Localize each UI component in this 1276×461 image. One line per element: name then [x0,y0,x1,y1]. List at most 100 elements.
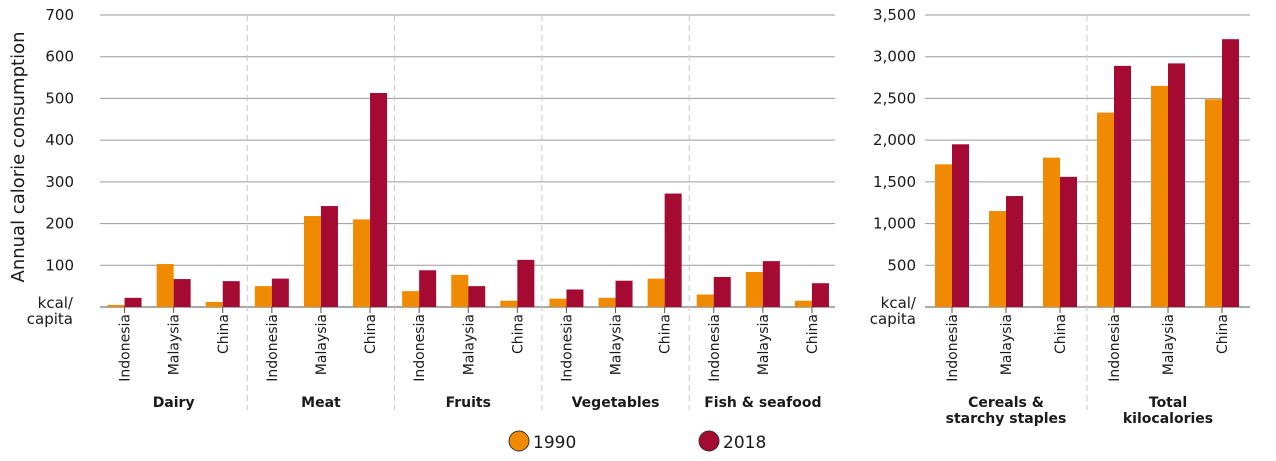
group-label: Cereals & [968,395,1044,411]
y-tick-label: 2,000 [873,131,916,149]
y-tick-label: 500 [887,256,916,274]
group-label: Vegetables [572,395,660,411]
bar-2018 [1222,39,1239,308]
bar-2018 [713,276,731,307]
group-label: Meat [301,395,341,411]
bar-1990 [402,291,420,307]
bar-2018 [1114,65,1131,308]
category-label: Malaysia [167,314,183,375]
bar-2018 [271,278,289,307]
y-tick-label: 100 [45,256,74,274]
bar-1990 [935,164,952,307]
bar-2018 [419,270,437,307]
category-label: Malaysia [756,314,772,375]
bar-1990 [353,219,371,307]
category-label: China [1215,314,1231,354]
bars [107,39,1239,308]
category-label: Indonesia [412,314,428,382]
group-label: Dairy [153,395,195,411]
bar-2018 [1060,176,1077,307]
bar-1990 [696,294,714,307]
legend: 1990 2018 [508,430,766,453]
category-label: China [805,314,821,354]
bar-2018 [566,289,584,307]
y-tick-label: 3,000 [873,48,916,66]
category-label: Indonesia [118,314,134,382]
bar-1990 [794,300,812,307]
y-axis-title: Annual calorie consumption [8,32,29,283]
bar-1990 [107,304,125,307]
bar-2018 [320,206,338,307]
category-label: Malaysia [461,314,477,375]
y-tick-label: 1,500 [873,173,916,191]
y-tick-label: 600 [45,48,74,66]
category-label: China [510,314,526,354]
y-tick-label: 1,000 [873,215,916,233]
bar-2018 [517,259,535,307]
y-tick-label: 3,500 [873,6,916,24]
bar-2018 [664,193,682,307]
bar-2018 [468,286,486,307]
bar-2018 [124,297,142,307]
group-label: kilocalories [1123,411,1213,427]
y-tick-label: 300 [45,173,74,191]
category-label: Indonesia [1107,314,1123,382]
y-tick-label: 200 [45,215,74,233]
bar-1990 [647,278,665,307]
bar-1990 [156,264,174,307]
unit-label: kcal/ [881,294,917,312]
category-label: China [216,314,232,354]
category-label: Indonesia [945,314,961,382]
legend-swatch-1990 [508,430,530,452]
unit-label: capita [870,310,916,328]
bar-1990 [1097,112,1114,308]
y-tick-label: 500 [45,89,74,107]
bar-1990 [254,286,272,307]
bar-2018 [615,280,633,307]
group-label: Fruits [446,395,491,411]
chart-text: 100 200 300 400 500 600 700 kcal/capita Indonesi… [27,6,1231,427]
bar-1990 [989,211,1006,307]
legend-label-1990: 1990 [533,433,576,453]
bar-1990 [451,274,469,307]
bar-1990 [1205,99,1222,308]
category-label: Indonesia [707,314,723,382]
gridlines [100,14,1250,410]
bar-2018 [222,281,240,307]
category-label: Malaysia [314,314,330,375]
bar-2018 [1006,196,1023,307]
bar-2018 [762,261,780,307]
bar-1990 [549,298,567,307]
category-label: China [1053,314,1069,354]
bar-1990 [598,297,616,307]
group-label: Fish & seafood [704,395,821,411]
category-label: Malaysia [609,314,625,375]
unit-label: kcal/ [38,294,74,312]
category-label: Indonesia [559,314,575,382]
bar-2018 [952,144,969,307]
bar-2018 [370,93,388,308]
category-label: China [658,314,674,354]
bar-1990 [1043,157,1060,307]
category-label: Indonesia [265,314,281,382]
unit-label: capita [27,310,73,328]
bar-1990 [1151,85,1168,308]
bar-2018 [811,283,829,307]
category-label: Malaysia [999,314,1015,375]
bar-2018 [173,279,191,307]
bar-1990 [500,300,518,307]
bar-1990 [205,301,223,307]
group-label: Total [1149,395,1187,411]
bar-1990 [745,271,763,307]
y-tick-label: 700 [45,6,74,24]
category-label: China [363,314,379,354]
y-tick-label: 400 [45,131,74,149]
group-label: starchy staples [946,411,1067,427]
y-tick-label: 2,500 [873,89,916,107]
legend-label-2018: 2018 [723,433,766,453]
legend-swatch-2018 [698,430,720,452]
category-label: Malaysia [1161,314,1177,375]
bar-2018 [1168,63,1185,307]
bar-1990 [303,216,321,307]
